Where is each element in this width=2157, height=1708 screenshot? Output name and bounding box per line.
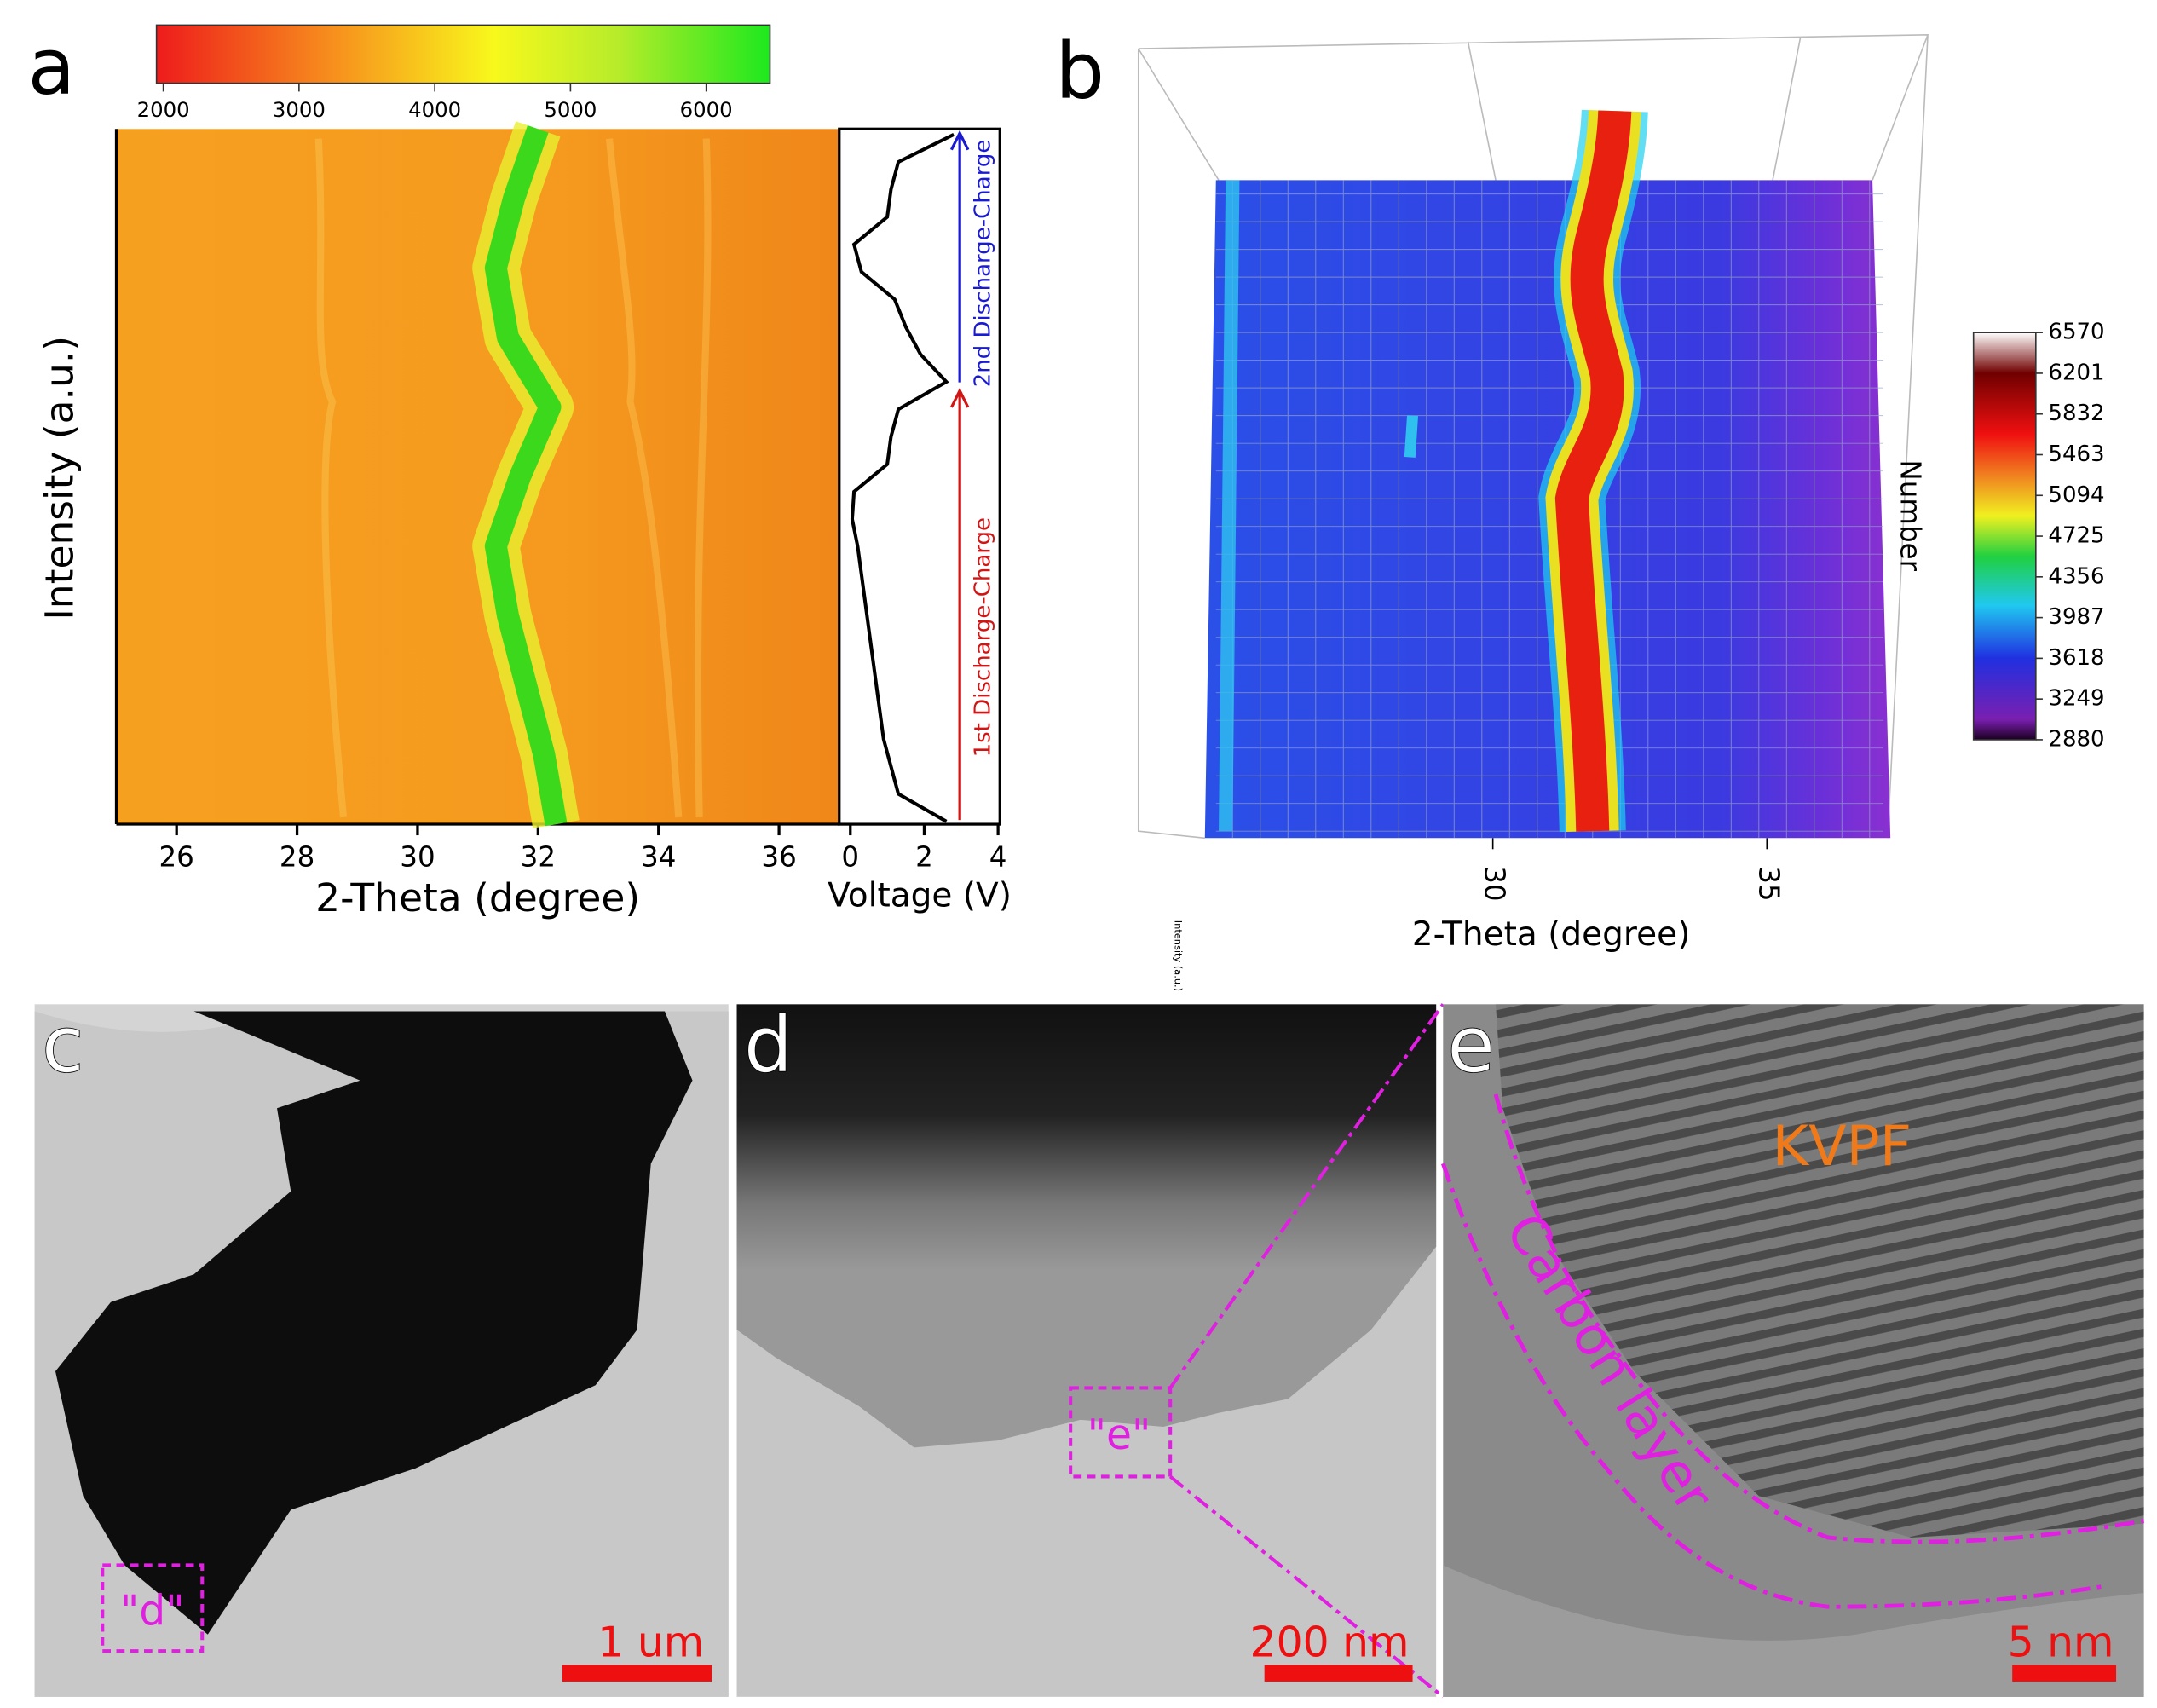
x-tick-label: 35 (1752, 866, 1785, 901)
panel-label: c (42, 1001, 84, 1090)
x-tick-label: 2 (915, 841, 933, 874)
panel-label: d (744, 1001, 793, 1090)
x-tick-label: 26 (159, 841, 194, 874)
voltage-frame (838, 127, 1001, 826)
lattice-fringes (1496, 1004, 2144, 1538)
y-axis-label: Number (1894, 459, 1926, 571)
box-frame (1137, 33, 1929, 840)
x-axis-label: 2-Theta (degree) (1412, 915, 1691, 954)
colorbar-tick-label: 3987 (2048, 604, 2104, 630)
heatmap-background (116, 129, 839, 825)
annotation: 1st Discharge-Charge (970, 517, 995, 757)
background-region (1443, 1565, 2144, 1697)
zoom-box (1069, 1386, 1173, 1479)
carbon-layer-outline (1440, 1093, 2144, 1609)
scale-bar (2012, 1665, 2117, 1682)
arrow (949, 387, 970, 821)
scale-bar-label: 5 nm (2008, 1619, 2114, 1667)
annotation: KVPF (1772, 1115, 1912, 1179)
scale-bar-label: 1 um (597, 1619, 704, 1667)
colorbar-tick-label: 5000 (544, 97, 597, 122)
box-label: "d" (120, 1587, 185, 1635)
colorbar-tick-label: 3000 (273, 97, 326, 122)
colorbar-tick-label: 5463 (2048, 441, 2104, 467)
colorbar-tick-label: 6201 (2048, 360, 2104, 385)
colorbar-tick-label: 5094 (2048, 482, 2104, 508)
arrow (949, 130, 970, 383)
colorbar-tick-label: 2880 (2048, 726, 2104, 752)
scale-bar-label: 200 nm (1250, 1619, 1410, 1667)
y-axis-label: Intensity (a.u.) (37, 336, 83, 620)
colorbar-tick-label: 6000 (680, 97, 733, 122)
annotation: 2nd Discharge-Charge (970, 140, 995, 388)
scale-bar (1264, 1665, 1413, 1682)
x-tick-label: 4 (989, 841, 1007, 874)
colorbar-tick-label: 4725 (2048, 523, 2104, 549)
z-axis-label: Intensity (a.u.) (1172, 920, 1184, 991)
panel-label: e (1447, 1001, 1495, 1090)
x-tick-label: 30 (1479, 866, 1511, 901)
voltage-line (850, 132, 955, 823)
panel-label: b (1055, 26, 1104, 116)
colorbar (1972, 332, 2037, 741)
colorbar-tick-label: 3618 (2048, 645, 2104, 671)
x-tick-label: 32 (521, 841, 556, 874)
x-axis-label: 2-Theta (degree) (315, 875, 640, 920)
zoom-lines (1168, 1003, 1445, 1699)
colorbar-tick-label: 6570 (2048, 320, 2104, 345)
x-tick-label: 28 (280, 841, 314, 874)
x-axis-label: Voltage (V) (828, 877, 1012, 915)
colorbar-tick-label: 4356 (2048, 563, 2104, 589)
panel-label: a (28, 23, 76, 113)
x-tick-label: 0 (841, 841, 859, 874)
surface-ridge (1219, 109, 1648, 833)
box-label: "e" (1087, 1411, 1151, 1459)
x-tick-label: 30 (400, 841, 435, 874)
colorbar-tick-label: 2000 (137, 97, 190, 122)
scale-bar (562, 1665, 712, 1682)
x-tick-label: 36 (761, 841, 796, 874)
colorbar-tick-label: 3249 (2048, 686, 2104, 712)
colorbar (155, 24, 771, 84)
particle (55, 1011, 693, 1635)
ridge (484, 125, 568, 827)
colorbar-tick-label: 4000 (408, 97, 461, 122)
x-tick-label: 34 (641, 841, 676, 874)
zoom-box (101, 1563, 205, 1653)
particle (736, 1004, 1437, 1448)
faint-features (314, 138, 712, 818)
colorbar-tick-label: 5832 (2048, 401, 2104, 426)
